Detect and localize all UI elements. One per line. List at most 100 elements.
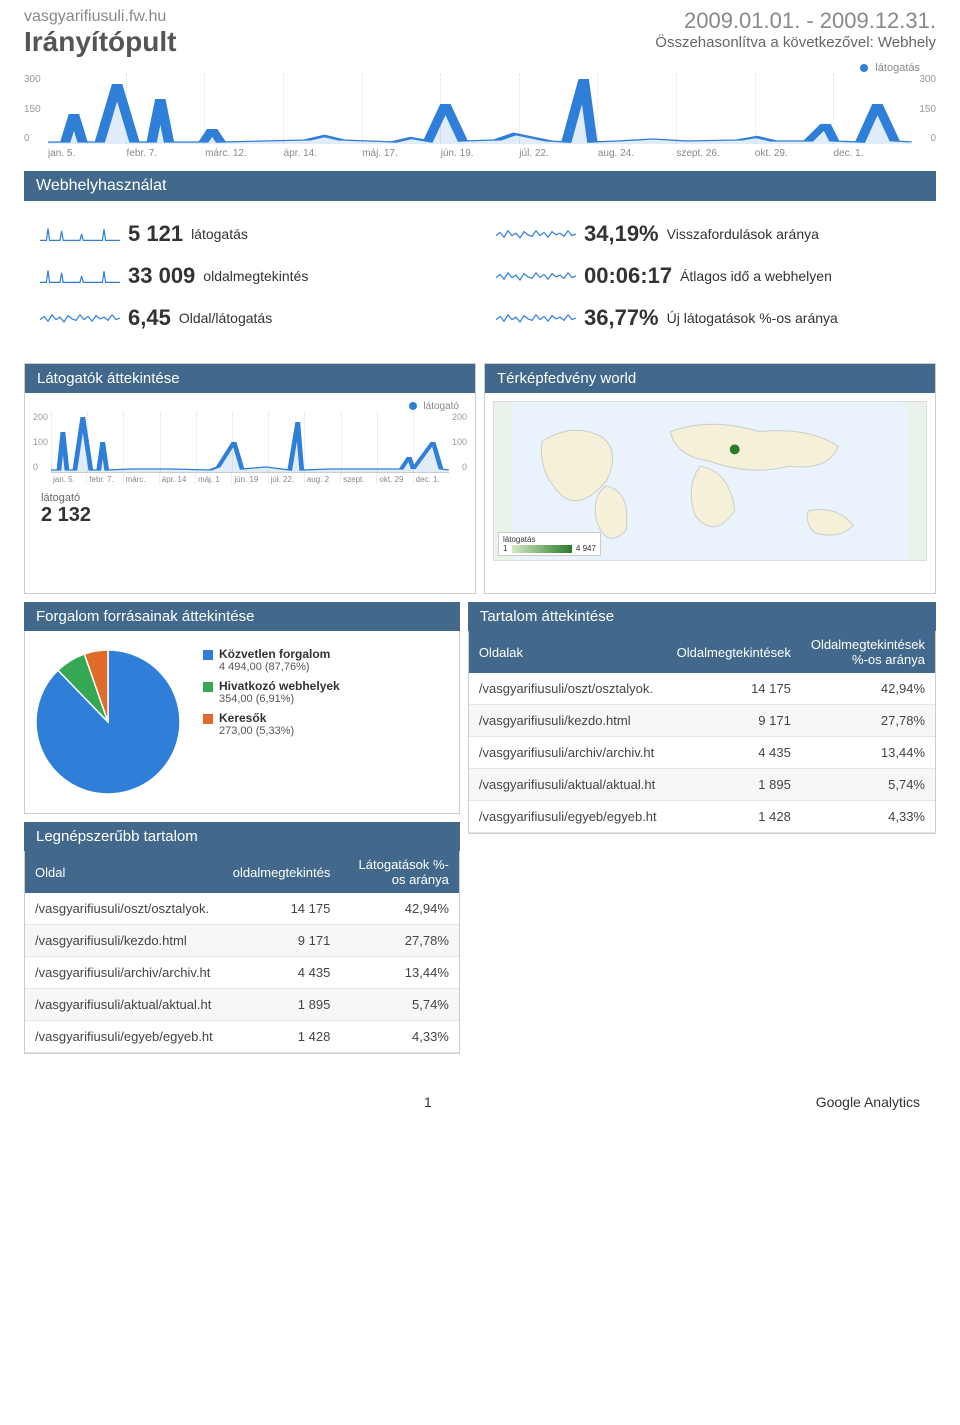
table-row: /vasgyarifiusuli/kezdo.html9 17127,78% [25, 925, 459, 957]
visitors-panel: Látogatók áttekintése látogató 200 100 0 [24, 363, 476, 594]
table-row: /vasgyarifiusuli/egyeb/egyeb.ht1 4284,33… [469, 801, 935, 833]
metric-value: 33 009 [128, 263, 195, 289]
x-label: jún. 19. [441, 148, 520, 159]
th-views: Oldalmegtekintések [667, 631, 801, 673]
table-row: /vasgyarifiusuli/oszt/osztalyok.14 17542… [469, 673, 935, 705]
visitors-header: Látogatók áttekintése [25, 364, 475, 393]
cell-views: 1 895 [223, 989, 341, 1021]
metric-label: oldalmegtekintés [203, 268, 308, 284]
popular-content-header: Legnépszerűbb tartalom [24, 822, 460, 851]
x-label: júl. 22. [268, 473, 304, 484]
x-label: szept. [340, 473, 376, 484]
x-label: febr. 7. [86, 473, 122, 484]
cell-pct: 13,44% [340, 957, 459, 989]
slice-value: 273,00 (5,33%) [219, 725, 340, 737]
gradient-icon [512, 545, 572, 553]
brand-label: Google Analytics [816, 1094, 920, 1110]
table-row: /vasgyarifiusuli/archiv/archiv.ht4 43513… [469, 737, 935, 769]
cell-pct: 42,94% [340, 893, 459, 925]
metric-value: 36,77% [584, 305, 659, 331]
color-swatch-icon [203, 650, 213, 660]
cell-page: /vasgyarifiusuli/egyeb/egyeb.ht [25, 1021, 223, 1053]
popular-content-table: Oldal oldalmegtekintés Látogatások %-os … [24, 851, 460, 1054]
pie-legend-item: Hivatkozó webhelyek354,00 (6,91%) [203, 679, 340, 705]
traffic-sources-panel: Forgalom forrásainak áttekintése Közvetl… [24, 602, 460, 1054]
two-col-row: Látogatók áttekintése látogató 200 100 0 [24, 363, 936, 594]
x-label: ápr. 14. [284, 148, 363, 159]
cell-views: 1 895 [667, 769, 801, 801]
metric-label: Átlagos idő a webhelyen [680, 268, 832, 284]
th-views: oldalmegtekintés [223, 851, 341, 893]
sparkline [496, 222, 576, 246]
cell-page: /vasgyarifiusuli/archiv/archiv.ht [469, 737, 667, 769]
legend-label: látogatás [875, 62, 920, 74]
x-label: márc. 12. [205, 148, 284, 159]
x-label: márc. [123, 473, 159, 484]
table-row: /vasgyarifiusuli/aktual/aktual.ht1 8955,… [469, 769, 935, 801]
metric-value: 34,19% [584, 221, 659, 247]
cell-views: 4 435 [667, 737, 801, 769]
sparkline [40, 306, 120, 330]
th-pct: Oldalmegtekintések %-os aránya [801, 631, 935, 673]
cell-pct: 42,94% [801, 673, 935, 705]
header-left: vasgyarifiusuli.fw.hu Irányítópult [24, 8, 176, 58]
y-tick: 100 [33, 437, 51, 447]
x-label: ápr. 14 [159, 473, 195, 484]
metric-row: 6,45 Oldal/látogatás [40, 305, 464, 331]
cell-pct: 4,33% [801, 801, 935, 833]
metric-label: Oldal/látogatás [179, 310, 272, 326]
cell-page: /vasgyarifiusuli/aktual/aktual.ht [25, 989, 223, 1021]
map-panel: Térképfedvény world látogatás 1 [484, 363, 936, 594]
world-map: látogatás 1 4 947 [493, 401, 927, 561]
x-axis: jan. 5.febr. 7.márc. 12.ápr. 14.máj. 17.… [48, 144, 912, 159]
visitor-count-value: 2 132 [41, 504, 467, 527]
content-overview-header: Tartalom áttekintése [468, 602, 936, 631]
x-label: máj. 1 [195, 473, 231, 484]
x-label: jan. 5. [51, 473, 86, 484]
table-row: /vasgyarifiusuli/oszt/osztalyok.14 17542… [25, 893, 459, 925]
cell-views: 4 435 [223, 957, 341, 989]
pie-legend: Közvetlen forgalom4 494,00 (87,76%)Hivat… [203, 647, 340, 743]
metric-row: 00:06:17 Átlagos idő a webhelyen [496, 263, 920, 289]
report-header: vasgyarifiusuli.fw.hu Irányítópult 2009.… [0, 0, 960, 58]
content-overview-panel: Tartalom áttekintése Oldalak Oldalmegtek… [468, 602, 936, 1054]
slice-value: 4 494,00 (87,76%) [219, 661, 340, 673]
y-tick: 0 [24, 133, 48, 144]
x-label: dec. 1. [413, 473, 449, 484]
cell-page: /vasgyarifiusuli/kezdo.html [25, 925, 223, 957]
x-label: okt. 29 [376, 473, 412, 484]
mini-legend: látogató [33, 401, 467, 412]
pie-legend-item: Keresők273,00 (5,33%) [203, 711, 340, 737]
x-label: aug. 2 [304, 473, 340, 484]
cell-page: /vasgyarifiusuli/oszt/osztalyok. [469, 673, 667, 705]
slice-value: 354,00 (6,91%) [219, 693, 340, 705]
main-chart-legend: látogatás [0, 58, 960, 74]
cell-views: 9 171 [223, 925, 341, 957]
metric-value: 6,45 [128, 305, 171, 331]
y-tick: 300 [912, 74, 936, 85]
map-legend-min: 1 [503, 544, 507, 553]
visitor-count-label: látogató [41, 492, 467, 504]
y-tick: 100 [449, 437, 467, 447]
mini-x-axis: jan. 5.febr. 7.márc.ápr. 14máj. 1jún. 19… [51, 472, 449, 484]
th-page: Oldal [25, 851, 223, 893]
cell-pct: 5,74% [801, 769, 935, 801]
metric-label: Új látogatások %-os aránya [667, 310, 838, 326]
main-chart: 300 150 0 300 150 0 jan. 5.febr. 7.márc.… [0, 74, 960, 159]
y-tick: 150 [24, 104, 48, 115]
map-legend-label: látogatás [503, 535, 535, 544]
metric-row: 34,19% Visszafordulások aránya [496, 221, 920, 247]
visitor-count: látogató 2 132 [33, 484, 467, 527]
x-label: dec. 1. [833, 148, 912, 159]
x-label: máj. 17. [362, 148, 441, 159]
cell-pct: 13,44% [801, 737, 935, 769]
color-swatch-icon [203, 682, 213, 692]
metric-label: Visszafordulások aránya [667, 226, 819, 242]
date-range: 2009.01.01. - 2009.12.31. [655, 8, 936, 34]
cell-page: /vasgyarifiusuli/aktual/aktual.ht [469, 769, 667, 801]
th-pct: Látogatások %-os aránya [340, 851, 459, 893]
metric-value: 5 121 [128, 221, 183, 247]
slice-name: Keresők [219, 711, 266, 725]
cell-views: 14 175 [667, 673, 801, 705]
legend-dot-icon [409, 402, 417, 410]
